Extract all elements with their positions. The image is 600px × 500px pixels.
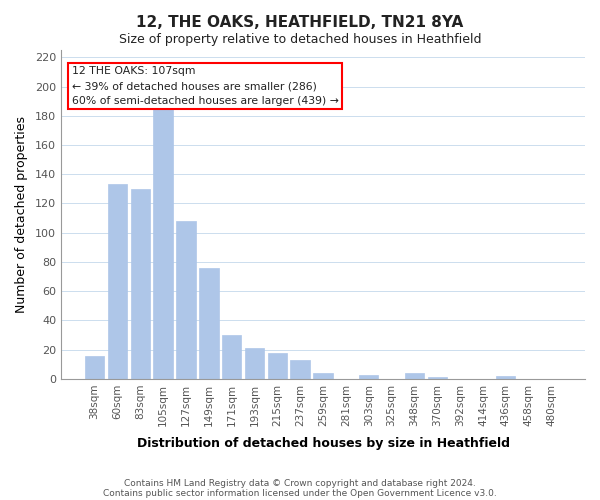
Bar bbox=[313, 373, 333, 379]
Text: Size of property relative to detached houses in Heathfield: Size of property relative to detached ho… bbox=[119, 32, 481, 46]
Y-axis label: Number of detached properties: Number of detached properties bbox=[15, 116, 28, 313]
Bar bbox=[359, 374, 379, 379]
X-axis label: Distribution of detached houses by size in Heathfield: Distribution of detached houses by size … bbox=[137, 437, 509, 450]
Bar bbox=[222, 335, 241, 379]
Bar bbox=[131, 189, 150, 379]
Bar bbox=[496, 376, 515, 379]
Bar bbox=[154, 108, 173, 379]
Bar bbox=[428, 378, 447, 379]
Text: Contains public sector information licensed under the Open Government Licence v3: Contains public sector information licen… bbox=[103, 488, 497, 498]
Text: 12 THE OAKS: 107sqm
← 39% of detached houses are smaller (286)
60% of semi-detac: 12 THE OAKS: 107sqm ← 39% of detached ho… bbox=[71, 66, 338, 106]
Text: 12, THE OAKS, HEATHFIELD, TN21 8YA: 12, THE OAKS, HEATHFIELD, TN21 8YA bbox=[136, 15, 464, 30]
Bar bbox=[199, 268, 218, 379]
Bar bbox=[290, 360, 310, 379]
Bar bbox=[85, 356, 104, 379]
Bar bbox=[176, 221, 196, 379]
Text: Contains HM Land Registry data © Crown copyright and database right 2024.: Contains HM Land Registry data © Crown c… bbox=[124, 478, 476, 488]
Bar bbox=[268, 352, 287, 379]
Bar bbox=[404, 373, 424, 379]
Bar bbox=[108, 184, 127, 379]
Bar bbox=[245, 348, 264, 379]
